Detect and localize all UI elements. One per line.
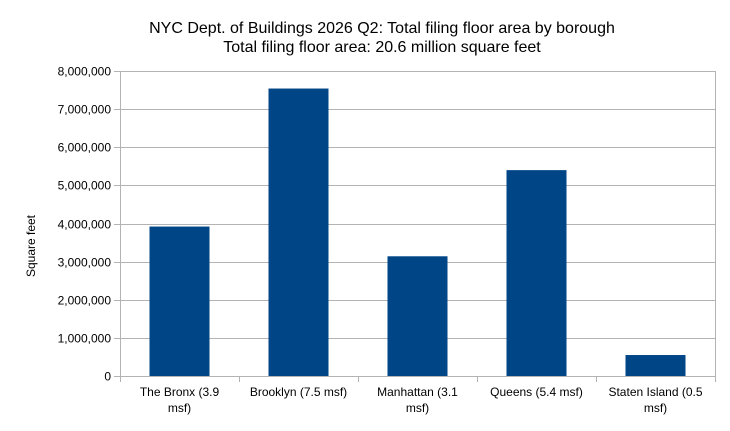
chart-subtitle: Total filing floor area: 20.6 million sq… [223, 39, 541, 56]
y-tick-label: 3,000,000 [58, 256, 112, 270]
bar [387, 256, 448, 376]
x-tick-label: Manhattan (3.1 [377, 385, 458, 399]
bar [149, 226, 210, 376]
chart-title: NYC Dept. of Buildings 2026 Q2: Total fi… [149, 20, 615, 37]
y-tick-label: 4,000,000 [58, 218, 112, 232]
y-tick-label: 8,000,000 [58, 65, 112, 79]
y-tick-label: 0 [104, 370, 111, 384]
y-tick-label: 5,000,000 [58, 179, 112, 193]
x-tick-label: Queens (5.4 msf) [490, 385, 583, 399]
y-tick-label: 1,000,000 [58, 332, 112, 346]
x-tick-label: msf) [644, 401, 667, 415]
x-tick-label: Brooklyn (7.5 msf) [250, 385, 347, 399]
x-tick-label: The Bronx (3.9 [140, 385, 220, 399]
y-tick-label: 6,000,000 [58, 141, 112, 155]
bar [268, 88, 329, 376]
x-tick-label: Staten Island (0.5 [608, 385, 702, 399]
x-tick-label: msf) [406, 401, 429, 415]
bar [625, 355, 686, 376]
y-tick-label: 7,000,000 [58, 103, 112, 117]
y-tick-label: 2,000,000 [58, 294, 112, 308]
bar [506, 170, 567, 376]
x-tick-label: msf) [168, 401, 191, 415]
